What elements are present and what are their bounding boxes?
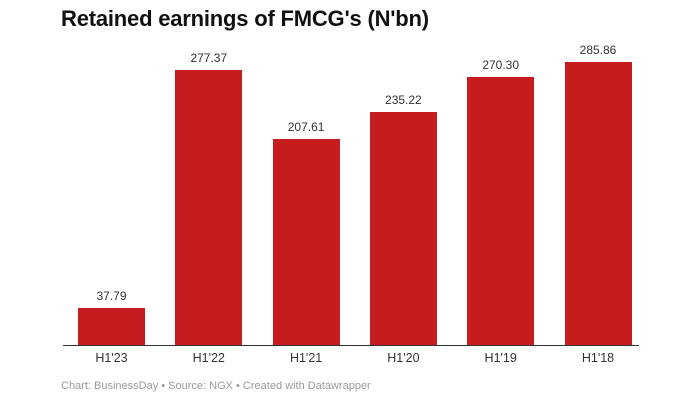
value-label: 270.30: [482, 58, 520, 73]
value-label: 37.79: [96, 288, 127, 303]
x-tick-label: H1'21: [289, 351, 323, 365]
value-label: 285.86: [579, 43, 617, 57]
bar-H1'19: [467, 77, 535, 345]
bar-H1'20: [369, 112, 437, 345]
bar-H1'22: [175, 70, 243, 345]
value-label: 207.61: [287, 120, 325, 135]
x-tick-label: H1'19: [484, 351, 517, 365]
x-tick-label: H1'20: [387, 351, 420, 365]
chart-title: Retained earnings of FMCG's (N'bn): [61, 6, 429, 31]
x-axis-line: [63, 345, 639, 346]
x-tick-label: H1'23: [95, 351, 128, 365]
bar-H1'23: [78, 307, 145, 345]
value-label: 277.37: [190, 51, 228, 66]
x-tick-label: H1'18: [581, 351, 615, 365]
value-label: 235.22: [385, 93, 422, 108]
bar-H1'21: [272, 139, 340, 345]
bar-H1'18: [564, 62, 632, 345]
x-tick-label: H1'22: [192, 351, 225, 365]
chart-footer: Chart: BusinessDay • Source: NGX • Creat…: [61, 380, 371, 392]
